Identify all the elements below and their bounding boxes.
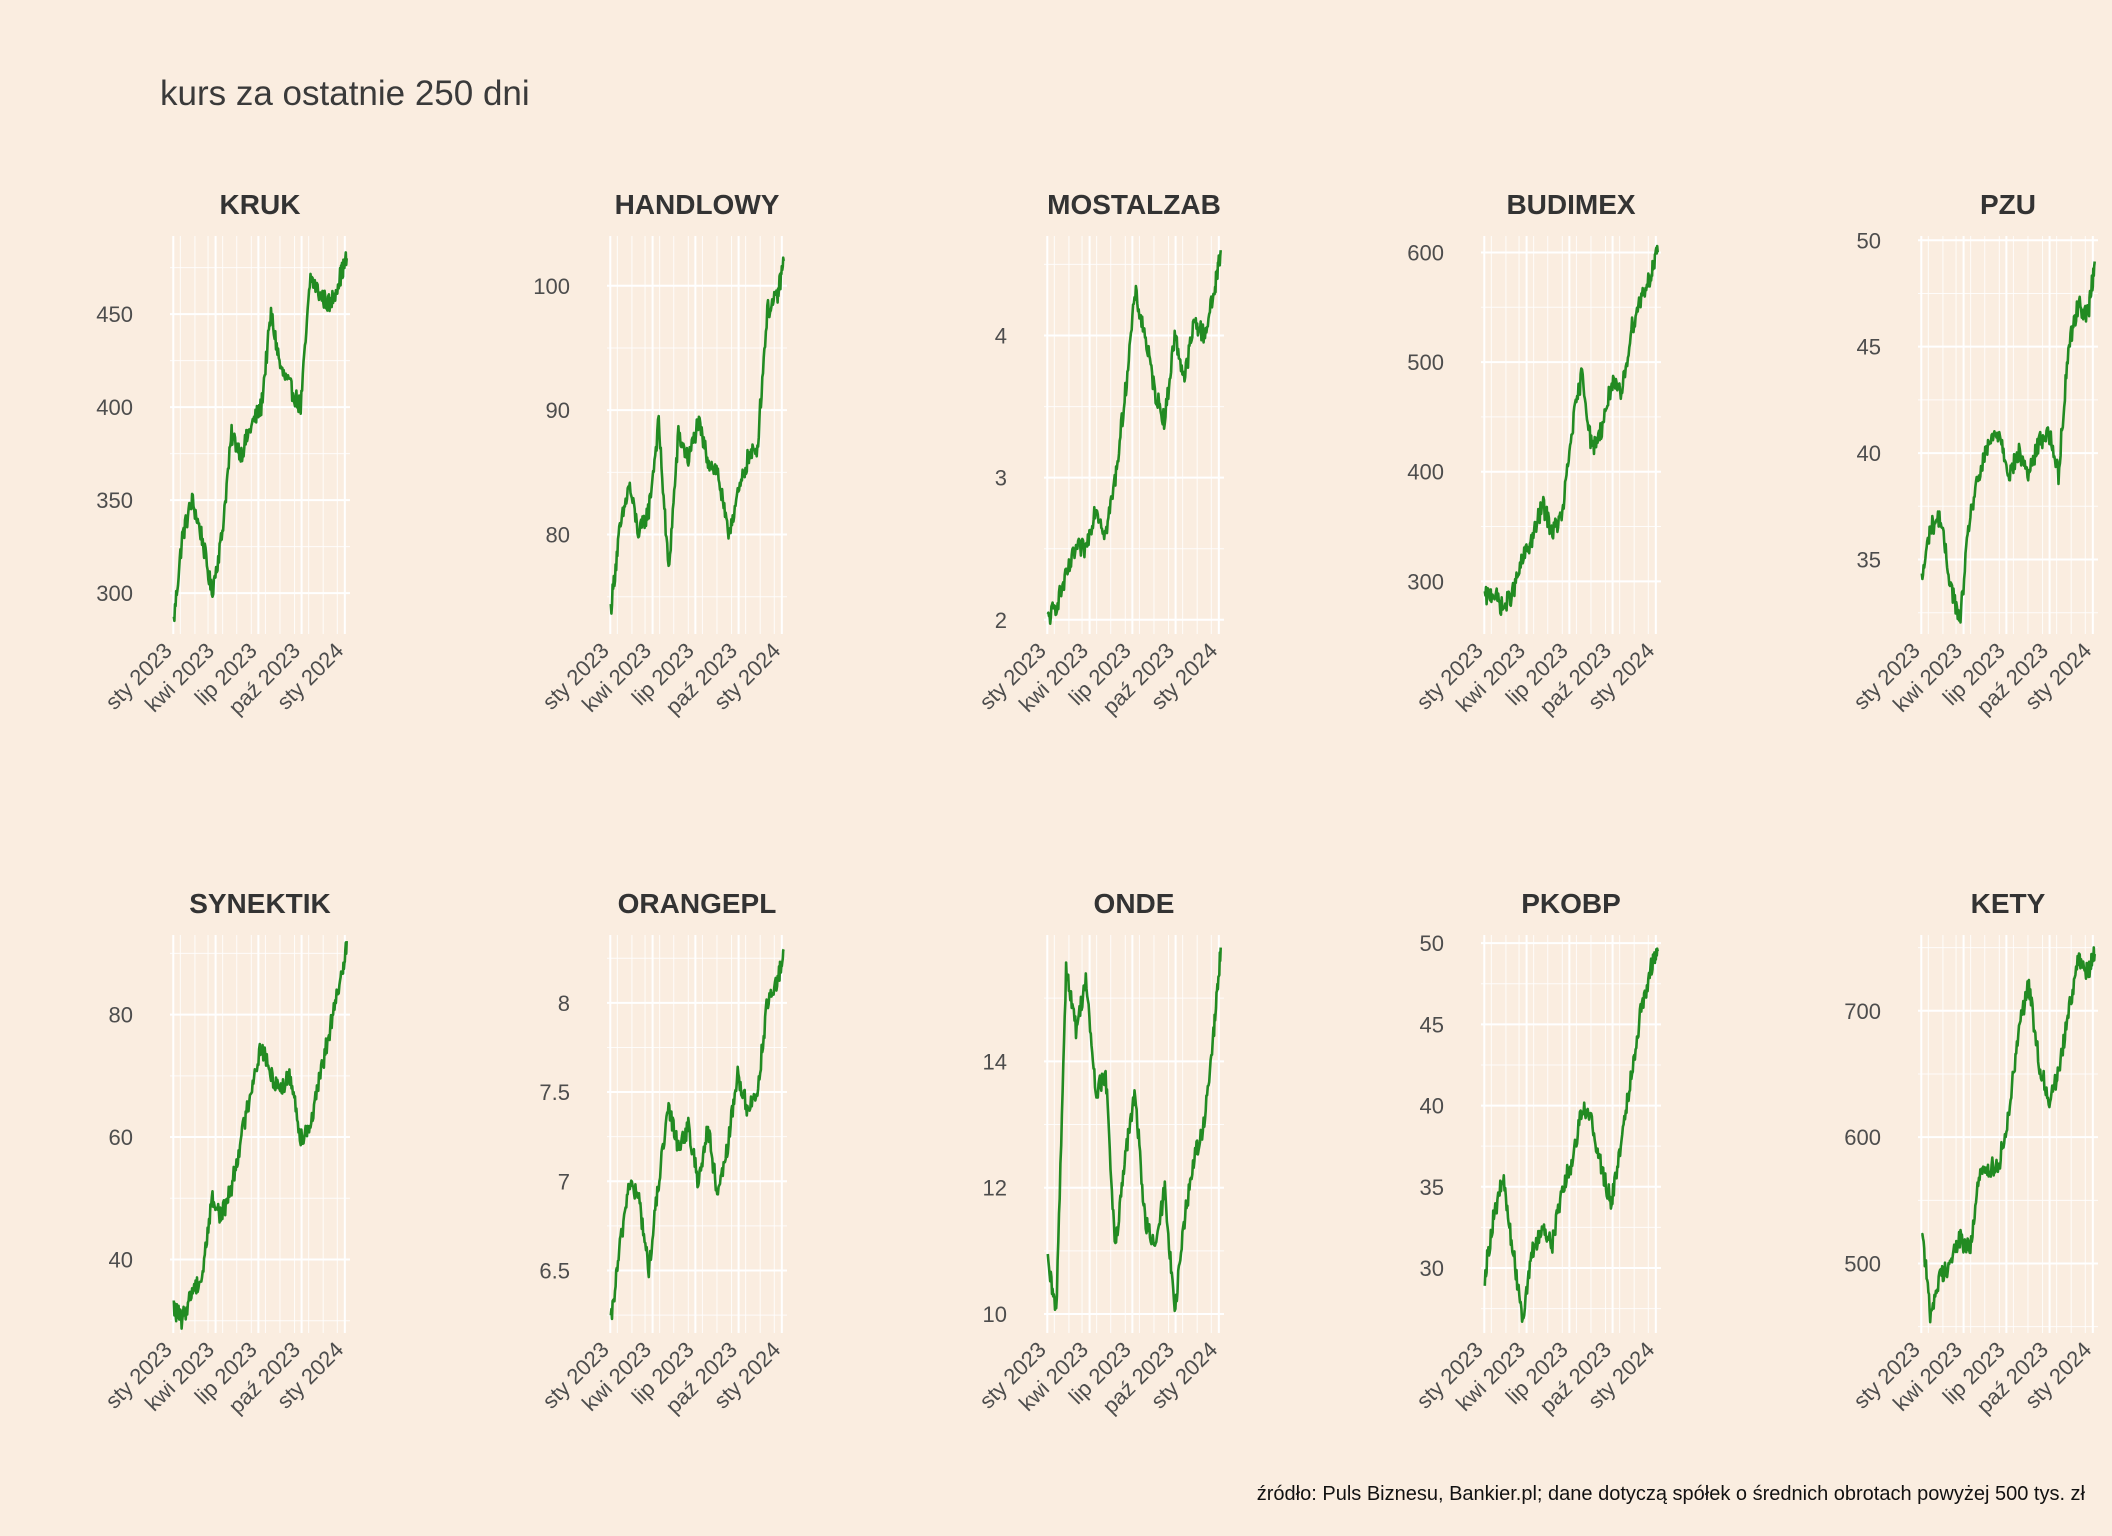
price-line xyxy=(1483,244,1659,616)
panel-title: ORANGEPL xyxy=(618,888,777,919)
y-tick-label: 12 xyxy=(983,1176,1007,1201)
y-tick-label: 500 xyxy=(1844,1252,1881,1277)
panel-title: MOSTALZAB xyxy=(1047,189,1221,220)
price-line xyxy=(1483,947,1659,1323)
y-tick-label: 40 xyxy=(109,1248,133,1273)
y-tick-label: 450 xyxy=(96,302,133,327)
y-tick-label: 7.5 xyxy=(539,1080,570,1105)
price-line xyxy=(609,948,785,1321)
page-title: kurs za ostatnie 250 dni xyxy=(160,74,530,113)
y-tick-label: 2 xyxy=(995,608,1007,633)
y-tick-label: 7 xyxy=(558,1169,570,1194)
price-line xyxy=(1046,947,1222,1313)
price-line xyxy=(172,941,348,1330)
y-tick-label: 3 xyxy=(995,466,1007,491)
panel-title: KRUK xyxy=(220,189,301,220)
y-tick-label: 8 xyxy=(558,991,570,1016)
panel-title: KETY xyxy=(1971,888,2046,919)
y-tick-label: 35 xyxy=(1857,548,1881,573)
panel-title: PKOBP xyxy=(1521,888,1621,919)
y-tick-label: 50 xyxy=(1857,228,1881,253)
y-tick-label: 400 xyxy=(1407,460,1444,485)
panel-title: BUDIMEX xyxy=(1506,189,1635,220)
y-tick-label: 700 xyxy=(1844,999,1881,1024)
y-tick-label: 350 xyxy=(96,488,133,513)
panel-title: SYNEKTIK xyxy=(189,888,331,919)
price-line xyxy=(172,251,348,623)
y-tick-label: 35 xyxy=(1420,1175,1444,1200)
y-tick-label: 80 xyxy=(109,1003,133,1028)
source-caption: źródło: Puls Biznesu, Bankier.pl; dane d… xyxy=(1256,1483,2085,1505)
y-tick-label: 300 xyxy=(1407,569,1444,594)
y-tick-label: 6.5 xyxy=(539,1259,570,1284)
y-tick-label: 90 xyxy=(546,398,570,423)
price-line xyxy=(609,256,785,615)
y-tick-label: 4 xyxy=(995,324,1007,349)
price-line xyxy=(1921,946,2096,1324)
panel-title: PZU xyxy=(1980,189,2036,220)
y-tick-label: 500 xyxy=(1407,350,1444,375)
y-tick-label: 400 xyxy=(96,395,133,420)
price-line xyxy=(1046,250,1222,625)
y-tick-label: 300 xyxy=(96,581,133,606)
y-tick-label: 40 xyxy=(1857,441,1881,466)
panel-title: ONDE xyxy=(1094,888,1175,919)
y-tick-label: 100 xyxy=(533,274,570,299)
y-tick-label: 45 xyxy=(1420,1012,1444,1037)
y-tick-label: 60 xyxy=(109,1125,133,1150)
y-tick-label: 45 xyxy=(1857,335,1881,360)
y-tick-label: 50 xyxy=(1420,931,1444,956)
y-tick-label: 14 xyxy=(983,1049,1007,1074)
y-tick-label: 600 xyxy=(1407,240,1444,265)
y-tick-label: 30 xyxy=(1420,1256,1444,1281)
y-tick-label: 80 xyxy=(546,523,570,548)
price-line xyxy=(1920,261,2096,624)
y-tick-label: 40 xyxy=(1420,1094,1444,1119)
y-tick-label: 600 xyxy=(1844,1125,1881,1150)
panel-title: HANDLOWY xyxy=(615,189,780,220)
y-tick-label: 10 xyxy=(983,1302,1007,1327)
